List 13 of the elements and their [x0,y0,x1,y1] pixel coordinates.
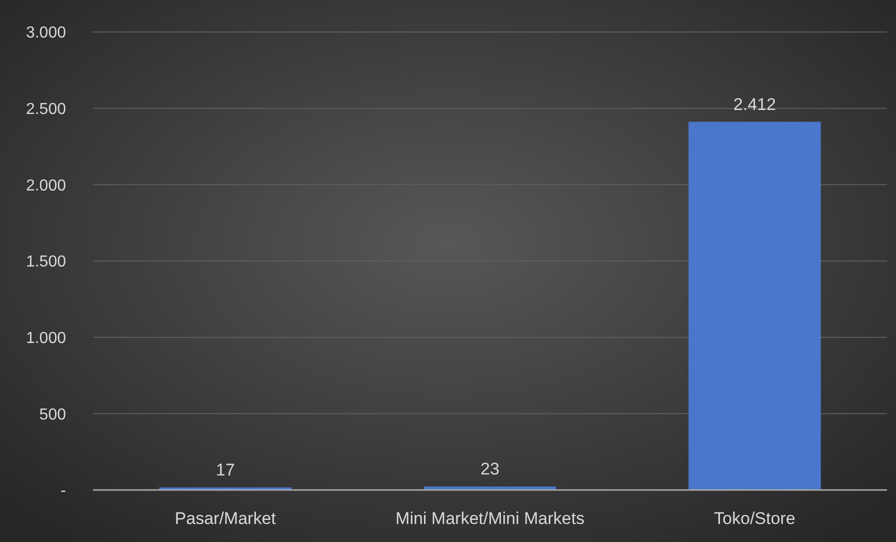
y-tick-label: 2.000 [26,177,66,194]
data-label: 17 [216,460,235,480]
x-tick-label: Toko/Store [714,509,796,528]
x-tick-label: Mini Market/Mini Markets [396,509,584,528]
y-tick-label: 1.000 [26,330,66,347]
data-label: 23 [480,459,500,478]
y-tick-label: - [60,482,66,500]
y-tick-label: 500 [39,406,66,424]
y-tick-label: 2.500 [26,100,66,118]
y-tick-label: 3.000 [26,24,66,42]
x-tick-label: Pasar/Market [174,509,276,528]
data-label: 2.412 [733,94,776,114]
y-tick-label: 1.500 [26,254,66,271]
